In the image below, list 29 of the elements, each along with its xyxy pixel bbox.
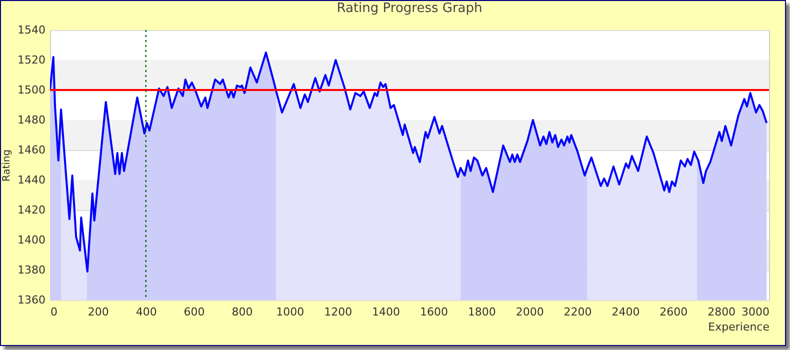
y-tick-label: 1400 <box>18 234 46 246</box>
x-tick-label: 2400 <box>612 306 640 318</box>
x-tick-label: 3000 <box>742 306 770 318</box>
y-tick-label: 1500 <box>18 84 46 96</box>
x-tick-label: 400 <box>136 306 157 318</box>
y-tick-label: 1480 <box>18 114 46 126</box>
x-tick-label: 2200 <box>564 306 592 318</box>
x-tick-label: 0 <box>50 306 58 318</box>
x-axis-title: Experience <box>708 320 770 334</box>
x-tick-label: 600 <box>184 306 205 318</box>
y-tick-label: 1420 <box>18 204 46 216</box>
chart-title: Rating Progress Graph <box>336 1 482 16</box>
x-tick-label: 1000 <box>276 306 304 318</box>
y-tick-label: 1440 <box>18 174 46 186</box>
x-tick-label: 1400 <box>372 306 400 318</box>
y-axis-title: Rating <box>2 149 13 182</box>
x-tick-label: 1600 <box>420 306 448 318</box>
x-tick-label: 200 <box>88 306 109 318</box>
y-tick-label: 1460 <box>18 144 46 156</box>
x-tick-label: 2800 <box>708 306 736 318</box>
y-tick-label: 1360 <box>18 294 46 306</box>
x-tick-label: 1800 <box>468 306 496 318</box>
x-tick-label: 2600 <box>660 306 688 318</box>
y-tick-label: 1520 <box>18 54 46 66</box>
x-tick-label: 2000 <box>516 306 544 318</box>
y-tick-label: 1380 <box>18 264 46 276</box>
y-tick-label: 1540 <box>18 24 46 36</box>
x-tick-label: 800 <box>232 306 253 318</box>
x-tick-label: 1200 <box>324 306 352 318</box>
